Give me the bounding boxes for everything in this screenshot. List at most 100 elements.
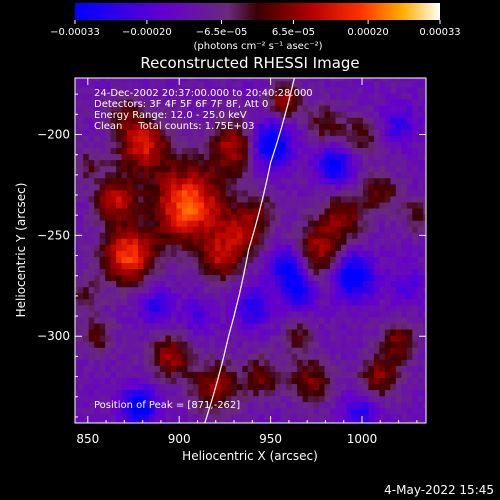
heatmap-pixel — [351, 383, 358, 391]
heatmap-pixel — [105, 87, 112, 94]
heatmap-pixel — [395, 171, 402, 179]
heatmap-pixel — [105, 262, 112, 270]
heatmap-pixel — [198, 123, 205, 130]
heatmap-pixel — [379, 153, 386, 161]
heatmap-pixel — [220, 413, 227, 421]
heatmap-pixel — [330, 347, 336, 354]
heatmap-pixel — [297, 401, 303, 409]
heatmap-pixel — [390, 395, 397, 403]
heatmap-pixel — [214, 317, 221, 324]
heatmap-pixel — [291, 202, 298, 209]
heatmap-pixel — [373, 147, 380, 155]
heatmap-pixel — [236, 117, 243, 124]
heatmap-pixel — [121, 256, 128, 263]
heatmap-pixel — [214, 323, 221, 330]
heatmap-pixel — [308, 317, 314, 324]
heatmap-pixel — [209, 238, 216, 245]
heatmap-pixel — [269, 292, 276, 300]
heatmap-pixel — [346, 93, 353, 100]
heatmap-pixel — [297, 117, 303, 124]
heatmap-pixel — [340, 353, 347, 360]
heatmap-pixel — [302, 78, 309, 82]
heatmap-pixel — [67, 208, 73, 214]
heatmap-pixel — [324, 407, 331, 415]
heatmap-pixel — [275, 87, 282, 94]
heatmap-pixel — [401, 69, 407, 75]
heatmap-pixel — [88, 419, 95, 423]
heatmap-pixel — [253, 208, 260, 215]
heatmap-pixel — [132, 280, 139, 288]
heatmap-pixel — [412, 286, 419, 294]
heatmap-pixel — [291, 117, 298, 124]
heatmap-pixel — [357, 208, 364, 215]
heatmap-pixel — [110, 311, 117, 318]
heatmap-pixel — [176, 274, 183, 282]
heatmap-pixel — [127, 292, 133, 300]
heatmap-pixel — [395, 78, 402, 82]
heatmap-pixel — [83, 280, 90, 288]
heatmap-pixel — [67, 263, 73, 269]
heatmap-pixel — [187, 317, 194, 324]
heatmap-pixel — [176, 153, 183, 161]
heatmap-pixel — [406, 141, 413, 148]
heatmap-pixel — [192, 250, 199, 257]
heatmap-pixel — [379, 395, 386, 403]
heatmap-pixel — [253, 268, 260, 276]
heatmap-pixel — [253, 335, 260, 342]
heatmap-pixel — [83, 226, 90, 233]
heatmap-pixel — [395, 183, 402, 191]
heatmap-pixel — [308, 250, 314, 257]
heatmap-pixel — [94, 153, 101, 161]
heatmap-pixel — [187, 371, 194, 378]
heatmap-pixel — [340, 389, 347, 397]
heatmap-pixel — [143, 262, 150, 270]
heatmap-pixel — [412, 93, 419, 100]
heatmap-pixel — [373, 389, 380, 397]
heatmap-pixel — [203, 196, 210, 203]
heatmap-pixel — [132, 268, 139, 276]
heatmap-pixel — [143, 93, 150, 100]
heatmap-pixel — [132, 335, 139, 342]
heatmap-pixel — [297, 359, 303, 366]
heatmap-pixel — [209, 87, 216, 94]
heatmap-pixel — [286, 365, 293, 372]
heatmap-pixel — [236, 292, 243, 300]
heatmap-pixel — [132, 244, 139, 251]
heatmap-pixel — [149, 347, 155, 354]
heatmap-pixel — [324, 250, 331, 257]
heatmap-pixel — [297, 129, 303, 136]
heatmap-pixel — [236, 329, 243, 336]
heatmap-pixel — [406, 111, 413, 118]
heatmap-pixel — [192, 189, 199, 197]
heatmap-pixel — [379, 177, 386, 185]
heatmap-pixel — [214, 359, 221, 366]
heatmap-pixel — [368, 401, 375, 409]
heatmap-pixel — [176, 244, 183, 251]
heatmap-pixel — [324, 129, 331, 136]
heatmap-pixel — [138, 147, 144, 155]
heatmap-pixel — [401, 371, 408, 378]
heatmap-pixel — [225, 274, 232, 282]
heatmap-pixel — [160, 177, 166, 185]
heatmap-pixel — [116, 87, 123, 94]
heatmap-pixel — [406, 371, 413, 378]
heatmap-pixel — [77, 250, 84, 257]
x-tick-label: 900 — [168, 432, 191, 446]
heatmap-pixel — [330, 165, 336, 173]
heatmap-pixel — [357, 413, 364, 421]
colorbar-ticks: −0.00033 −0.00020 −6.5e−05 6.5e−05 0.00020 0.… — [50, 20, 461, 38]
heatmap-pixel — [395, 262, 402, 270]
heatmap-pixel — [203, 238, 210, 245]
colorbar-unit-label: (photons cm⁻² s⁻¹ asec⁻²) — [193, 41, 322, 52]
heatmap-pixel — [242, 117, 249, 124]
heatmap-pixel — [362, 129, 369, 136]
heatmap-pixel — [242, 377, 249, 385]
heatmap-pixel — [280, 147, 287, 155]
heatmap-pixel — [324, 304, 331, 312]
heatmap-pixel — [373, 274, 380, 282]
heatmap-pixel — [385, 426, 391, 432]
heatmap-pixel — [346, 419, 353, 423]
heatmap-pixel — [176, 123, 183, 130]
heatmap-pixel — [88, 401, 95, 409]
heatmap-pixel — [368, 419, 375, 423]
